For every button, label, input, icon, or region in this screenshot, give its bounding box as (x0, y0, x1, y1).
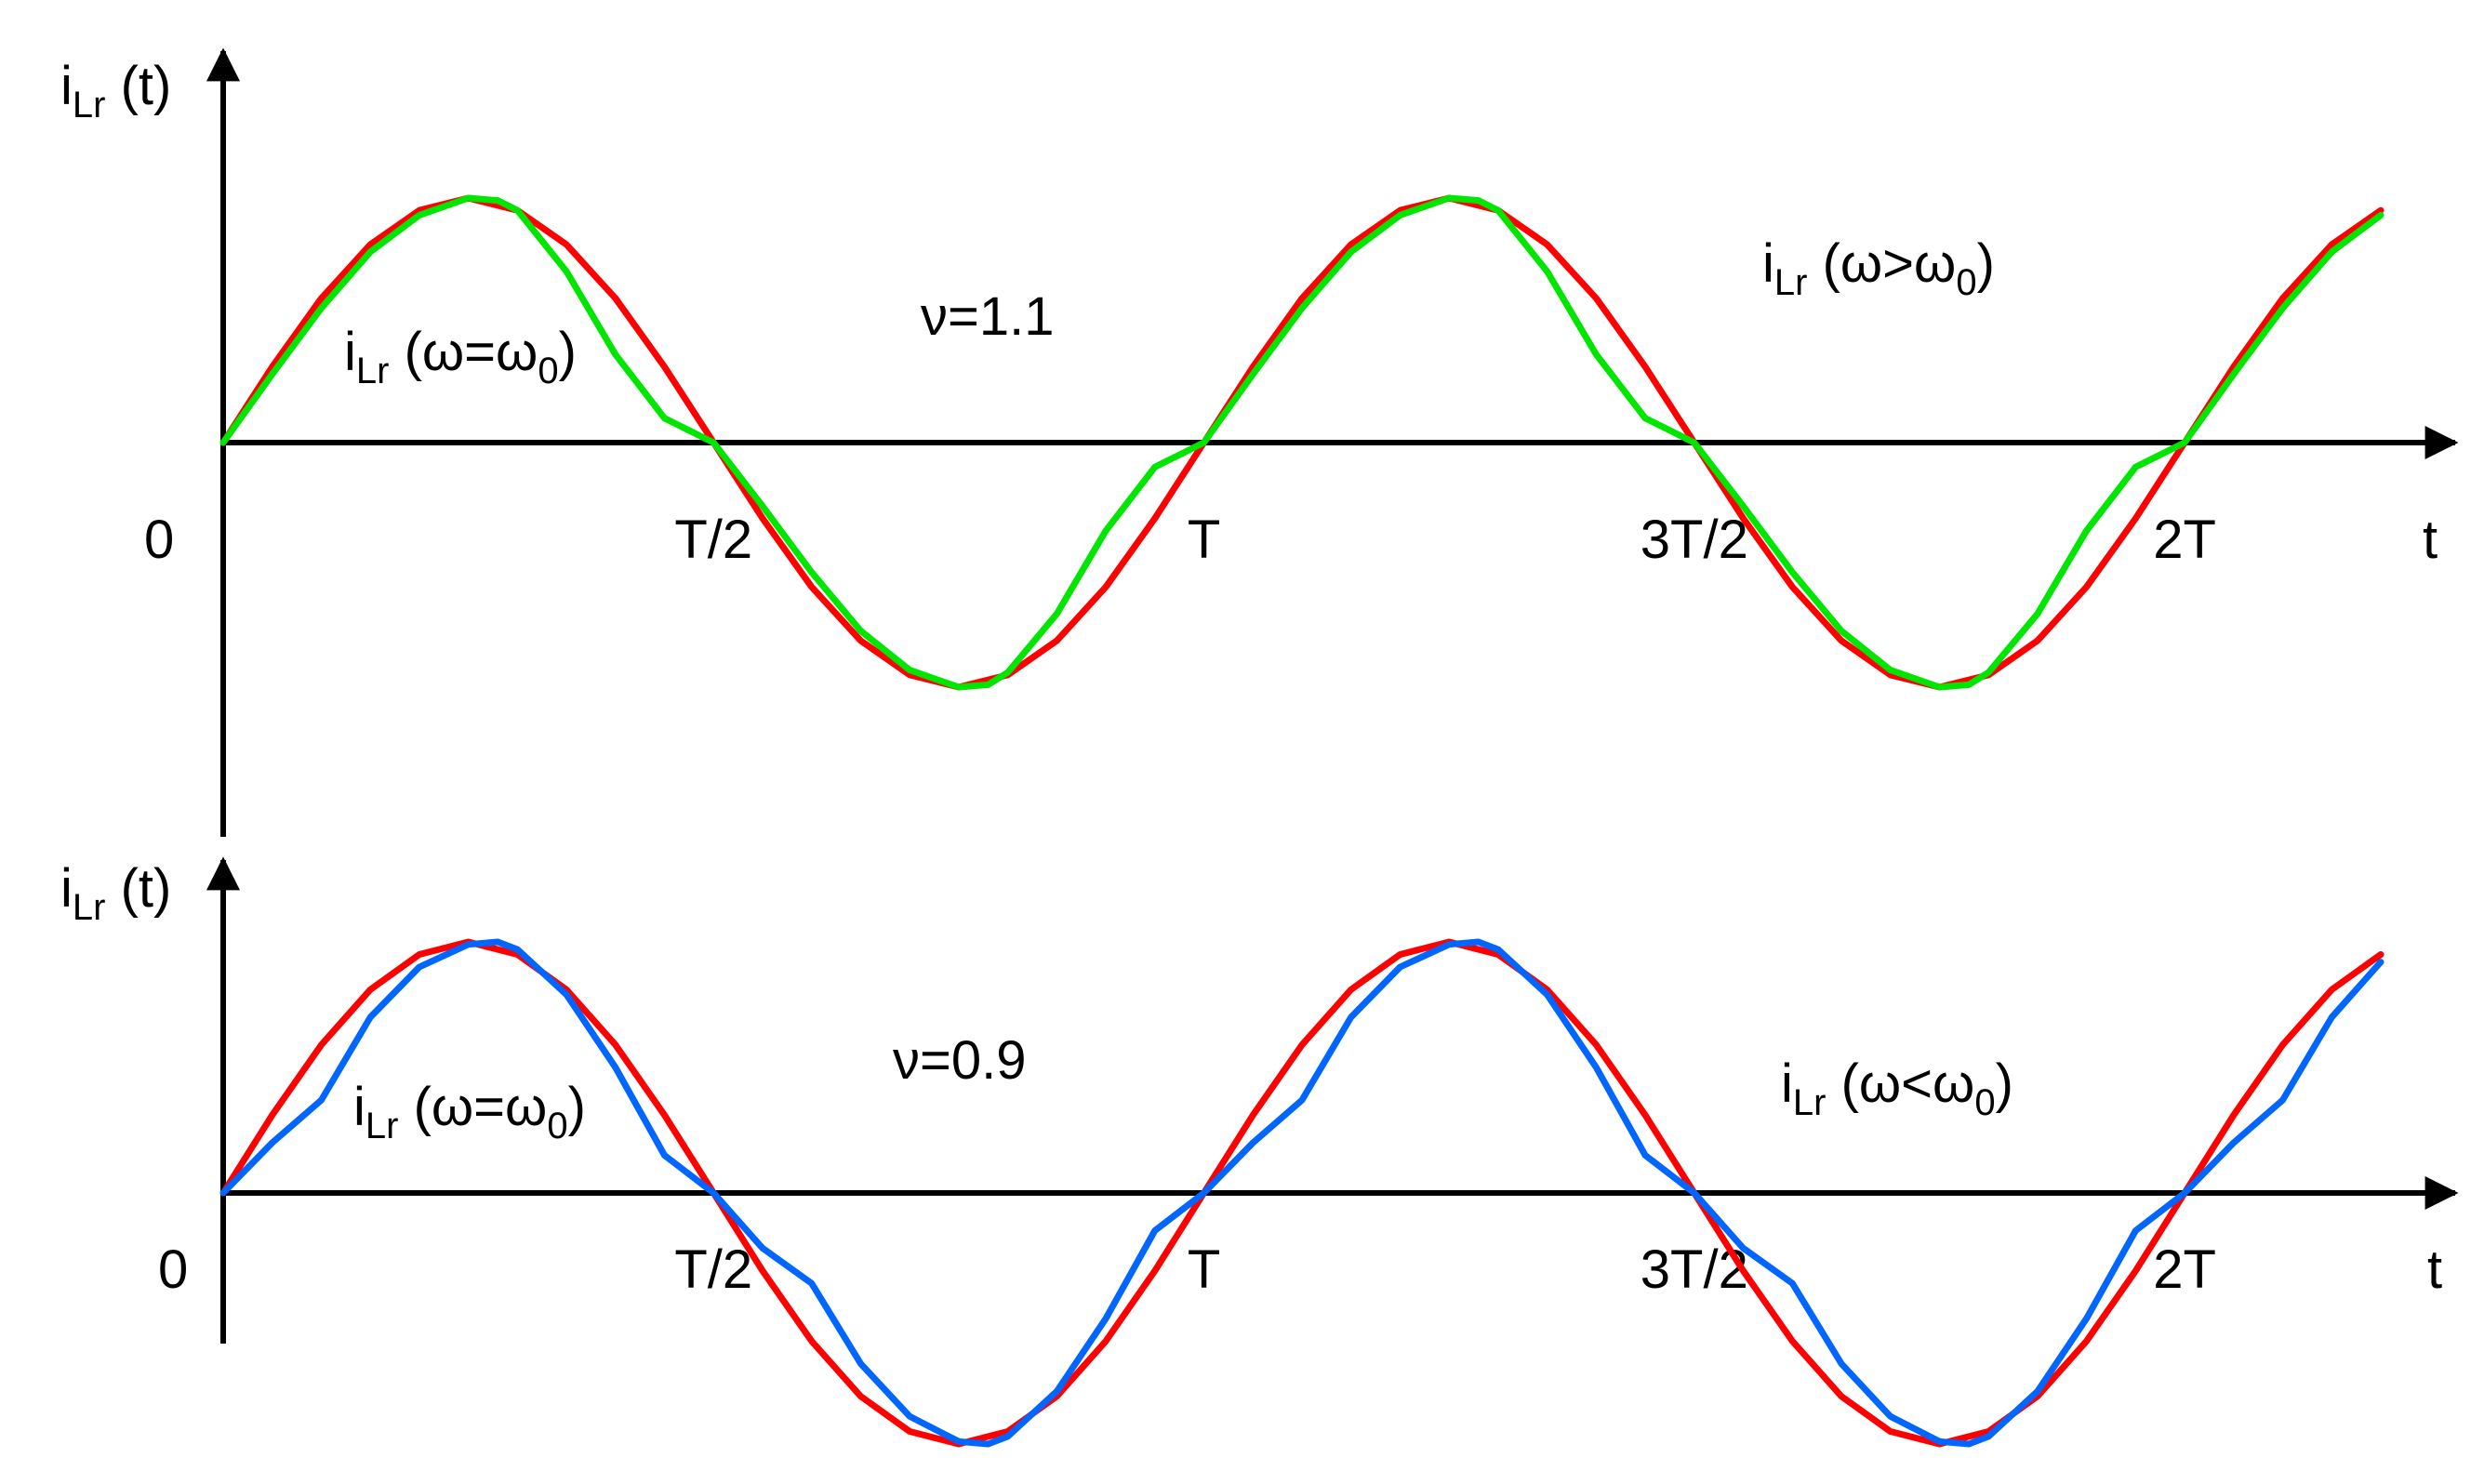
bottom-x-tick-labels: T/2 T 3T/2 2T (674, 1239, 2216, 1300)
bottom-series-below-label: iLr (ω<ω0) (1781, 1053, 2013, 1123)
top-series-ideal-label: iLr (ω=ω0) (344, 322, 577, 391)
bottom-panel: iLr (t) t 0 T/2 T 3T/2 2T ν=0.9 iLr (ω=ω… (60, 856, 2459, 1448)
bottom-y-axis-label: iLr (t) (60, 858, 171, 928)
bottom-tick-label: T (1188, 1239, 1220, 1300)
top-y-axis-label: iLr (t) (60, 56, 171, 126)
bottom-nu-annotation: ν=0.9 (893, 1030, 1027, 1091)
bottom-tick-label: T/2 (674, 1239, 752, 1300)
bottom-origin-label: 0 (158, 1239, 188, 1300)
top-series-ideal-line (219, 194, 2384, 691)
bottom-x-axis-label: t (2427, 1239, 2442, 1300)
top-x-tick-labels: T/2 T 3T/2 2T (674, 510, 2216, 570)
top-origin-label: 0 (144, 510, 174, 570)
top-series-above-label: iLr (ω>ω0) (1762, 233, 1995, 303)
top-tick-label: T/2 (674, 510, 752, 570)
top-nu-annotation: ν=1.1 (921, 286, 1055, 347)
top-x-axis-label: t (2423, 510, 2438, 570)
top-tick-label: 2T (2153, 510, 2216, 570)
bottom-series-below-line (219, 938, 2384, 1448)
top-tick-label: T (1188, 510, 1220, 570)
bottom-series-ideal-label: iLr (ω=ω0) (353, 1077, 586, 1146)
top-panel: iLr (t) t 0 T/2 T 3T/2 2T ν=1.1 iLr (ω=ω… (60, 47, 2459, 837)
top-tick-label: 3T/2 (1641, 510, 1748, 570)
top-series-above-line (219, 194, 2384, 691)
bottom-tick-label: 2T (2153, 1239, 2216, 1300)
